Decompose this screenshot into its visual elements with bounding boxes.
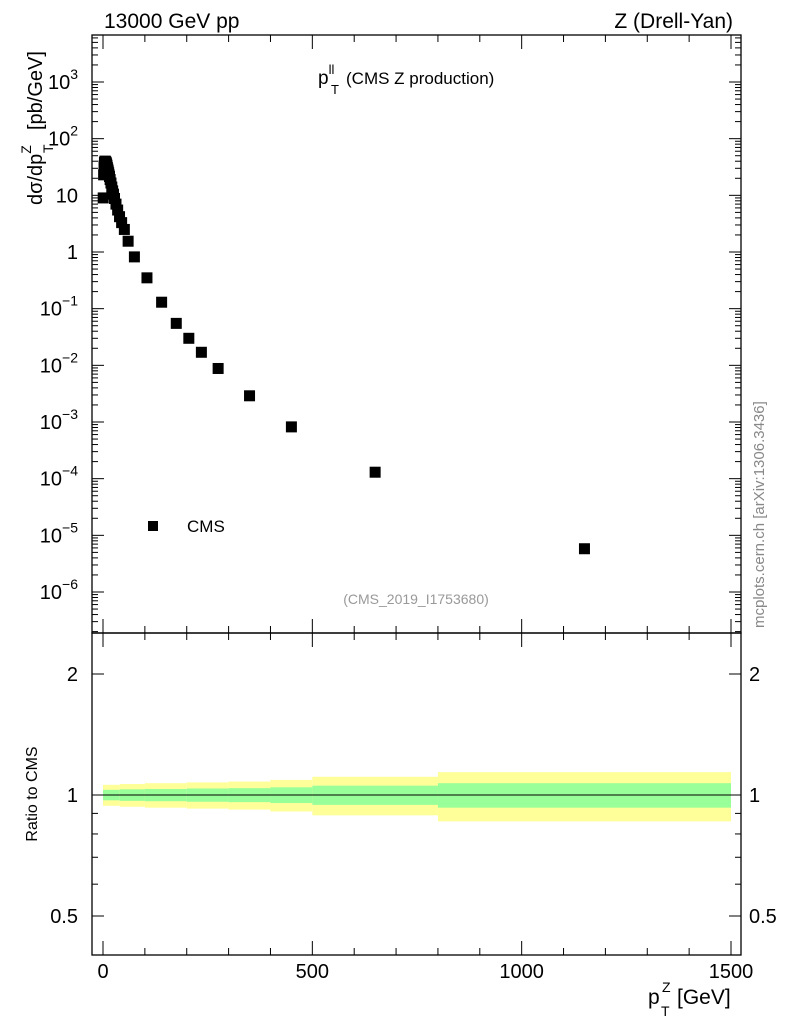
- y-title-sup: Z: [18, 145, 34, 154]
- plot-title-main: p: [318, 68, 329, 89]
- plot-title: pll: [318, 62, 334, 89]
- ratio-y-tick-label-right: 1: [749, 785, 760, 807]
- data-point: [141, 272, 153, 284]
- x-tick-label: 500: [296, 961, 329, 983]
- y-tick-label: 10−3: [40, 406, 78, 434]
- legend-label: CMS: [187, 517, 225, 536]
- x-tick-label: 1000: [499, 961, 544, 983]
- x-title-rest: [GeV]: [677, 986, 731, 1009]
- y-tick-label: 10−4: [40, 463, 78, 491]
- y-title-sub: T: [40, 144, 56, 153]
- y-tick-label: 10−6: [40, 576, 78, 604]
- y-tick-label: 1: [67, 242, 78, 264]
- main-y-axis-title: dσ/dpZ T [pb/GeV]: [18, 51, 56, 205]
- data-point: [112, 204, 124, 216]
- legend-marker: [148, 521, 158, 531]
- ratio-y-tick-label-right: 0.5: [749, 906, 777, 928]
- x-title-main: p: [648, 986, 660, 1009]
- side-label: mcplots.cern.ch [arXiv:1306.3436]: [751, 401, 768, 628]
- header-left: 13000 GeV pp: [104, 10, 239, 33]
- data-point: [195, 346, 207, 358]
- ratio-y-tick-label-left: 0.5: [50, 906, 78, 928]
- y-tick-label: 10−1: [40, 293, 78, 321]
- x-tick-label: 0: [97, 961, 108, 983]
- x-tick-label: 1500: [709, 961, 754, 983]
- ratio-panel: 0.5 0.5 1 1 2 2 0 500 1000 1500 Ratio to CMS p Z …: [24, 632, 777, 1019]
- data-point: [578, 543, 590, 555]
- data-point: [285, 421, 297, 433]
- data-point: [122, 235, 134, 247]
- ratio-axis-ticks: 0.5 0.5 1 1 2 2 0 500 1000 1500: [50, 633, 777, 983]
- main-data-marks: [97, 155, 590, 555]
- y-tick-label: 102: [48, 123, 78, 151]
- data-point: [212, 362, 224, 374]
- data-point: [110, 198, 122, 210]
- data-point: [109, 192, 121, 204]
- data-point: [114, 211, 126, 223]
- data-point: [97, 192, 109, 204]
- ratio-y-tick-label-left: 1: [67, 785, 78, 807]
- data-point: [244, 390, 256, 402]
- y-tick-label: 10−2: [40, 349, 78, 377]
- x-title-sup: Z: [662, 979, 671, 995]
- y-tick-label: 103: [48, 66, 78, 94]
- data-point: [183, 332, 195, 344]
- x-title-sub: T: [661, 1003, 670, 1019]
- ratio-y-tick-label-left: 2: [67, 664, 78, 686]
- y-title-rest: [pb/GeV]: [25, 51, 47, 130]
- data-point: [128, 251, 140, 263]
- y-tick-label: 10−5: [40, 519, 78, 547]
- data-point: [116, 217, 128, 229]
- data-point: [369, 466, 381, 478]
- watermark: (CMS_2019_I1753680): [343, 591, 489, 607]
- ratio-bands: [103, 772, 731, 822]
- svg-text:dσ/dpZ: dσ/dpZ: [18, 145, 47, 205]
- ratio-y-tick-label-right: 2: [749, 664, 760, 686]
- x-axis-title: p Z T [GeV]: [648, 979, 731, 1019]
- plot-title-sup: ll: [329, 62, 335, 77]
- y-title-main: dσ/dp: [25, 154, 47, 205]
- plot-title-sub: T: [331, 82, 339, 97]
- data-point: [156, 296, 168, 308]
- data-point: [170, 317, 182, 329]
- ratio-frame: [91, 632, 742, 956]
- data-point: [118, 223, 130, 235]
- ratio-y-axis-title: Ratio to CMS: [24, 746, 41, 841]
- y-tick-label: 10: [56, 185, 78, 207]
- plot-title-rest: (CMS Z production): [346, 69, 494, 88]
- header-right: Z (Drell-Yan): [614, 10, 733, 33]
